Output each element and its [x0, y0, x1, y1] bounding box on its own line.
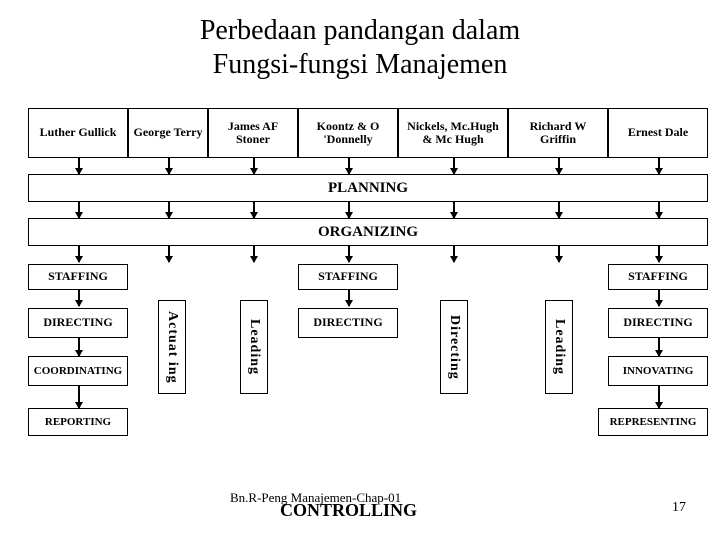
- reporting-box: REPORTING: [28, 408, 128, 436]
- header-col-4: Nickels, Mc.Hugh & Mc Hugh: [398, 108, 508, 158]
- header-col-2: James AF Stoner: [208, 108, 298, 158]
- directing-vbox: Directing: [440, 300, 468, 394]
- arrow: [453, 202, 455, 218]
- arrow: [78, 338, 80, 356]
- arrow: [253, 202, 255, 218]
- arrow: [658, 246, 660, 262]
- arrow: [78, 386, 80, 408]
- directing-box-1: DIRECTING: [28, 308, 128, 338]
- header-col-1: George Terry: [128, 108, 208, 158]
- arrow: [78, 158, 80, 174]
- page-number: 17: [672, 500, 686, 516]
- actuating-vbox: Actuat ing: [158, 300, 186, 394]
- organizing-box: ORGANIZING: [28, 218, 708, 246]
- innovating-box: INNOVATING: [608, 356, 708, 386]
- arrow: [658, 202, 660, 218]
- arrow: [658, 386, 660, 408]
- arrow: [453, 158, 455, 174]
- arrow: [558, 158, 560, 174]
- diagram-canvas: Luther GullickGeorge TerryJames AF Stone…: [0, 0, 720, 540]
- staffing-box-1: STAFFING: [28, 264, 128, 290]
- arrow: [253, 246, 255, 262]
- arrow: [253, 158, 255, 174]
- coordinating-box: COORDINATING: [28, 356, 128, 386]
- arrow: [168, 158, 170, 174]
- arrow: [78, 290, 80, 306]
- arrow: [78, 246, 80, 262]
- arrow: [658, 338, 660, 356]
- arrow: [348, 290, 350, 306]
- arrow: [168, 202, 170, 218]
- directing-box-3: DIRECTING: [608, 308, 708, 338]
- arrow: [348, 202, 350, 218]
- planning-box: PLANNING: [28, 174, 708, 202]
- leading-vbox-2: Leading: [545, 300, 573, 394]
- arrow: [658, 158, 660, 174]
- staffing-box-3: STAFFING: [608, 264, 708, 290]
- arrow: [453, 246, 455, 262]
- directing-box-2: DIRECTING: [298, 308, 398, 338]
- arrow: [168, 246, 170, 262]
- arrow: [558, 246, 560, 262]
- arrow: [348, 246, 350, 262]
- representing-box: REPRESENTING: [598, 408, 708, 436]
- header-col-3: Koontz & O 'Donnelly: [298, 108, 398, 158]
- arrow: [348, 158, 350, 174]
- arrow: [658, 290, 660, 306]
- arrow: [78, 202, 80, 218]
- header-col-5: Richard W Griffin: [508, 108, 608, 158]
- leading-vbox-1: Leading: [240, 300, 268, 394]
- staffing-box-2: STAFFING: [298, 264, 398, 290]
- header-col-6: Ernest Dale: [608, 108, 708, 158]
- arrow: [558, 202, 560, 218]
- header-col-0: Luther Gullick: [28, 108, 128, 158]
- controlling-label: CONTROLLING: [280, 500, 417, 521]
